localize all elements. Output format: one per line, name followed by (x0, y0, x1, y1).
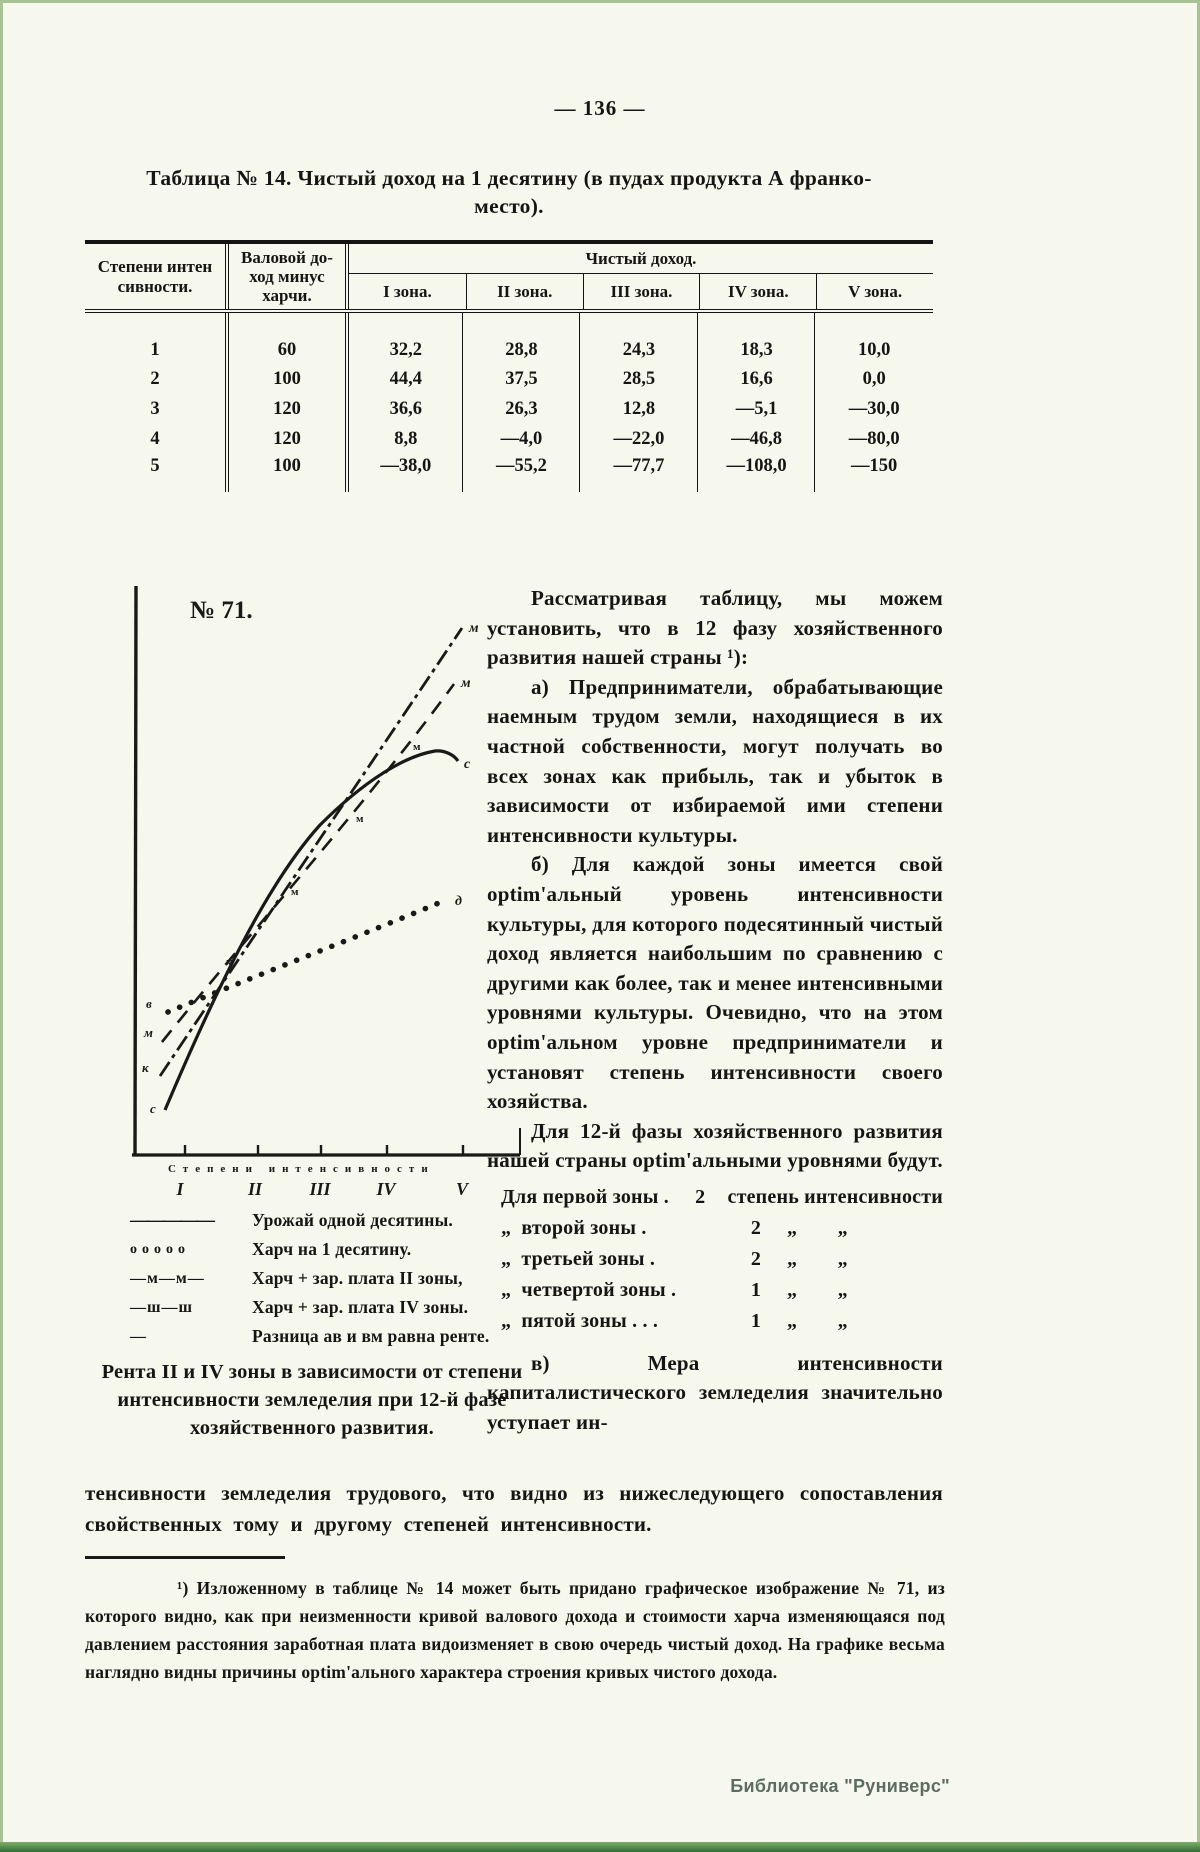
optimum-zone-list: Для первой зоны . 2 степень интенсивност… (501, 1186, 943, 1341)
zone-list-row: „ пятой зоны . . . 1 „ „ (501, 1309, 848, 1332)
x-tick-label: V (456, 1179, 470, 1199)
table-body: 1 60 32,2 28,8 24,3 18,3 10,0 2 100 44,4 37,5 28,5… (85, 313, 933, 492)
footnote-text: ¹) Изложенному в таблице № 14 может быть… (85, 1578, 945, 1682)
paragraph-v: в) Мера интенсивности капиталистического… (487, 1350, 943, 1435)
data-table: Степени интен сивности. Валовой до- ход … (85, 240, 933, 492)
m-mark: м (226, 956, 234, 968)
legend-label: Харч на 1 десятину. (252, 1239, 412, 1259)
header-gross-income-col: Валовой до- ход минус харчи. (225, 244, 345, 309)
legend-label: Харч + зар. плата IV зоны. (252, 1297, 469, 1317)
zone-list-row: „ четвертой зоны . 1 „ „ (501, 1278, 848, 1301)
curve-yield (163, 749, 460, 1111)
figure-number: № 71. (190, 597, 253, 624)
zone-header-row: I зона. II зона. III зона. IV зона. V зо… (349, 274, 933, 309)
legend-symbol-dash-m: —м—м— (130, 1269, 205, 1287)
table-row: 4 120 8,8 —4,0 —22,0 —46,8 —80,0 (85, 424, 933, 454)
zone-header: II зона. (465, 274, 583, 309)
legend-label: Харч + зар. плата II зоны, (252, 1268, 463, 1288)
startpoint-label: м (143, 1025, 153, 1040)
header-net-income-group: Чистый доход. I зона. II зона. III зона.… (345, 244, 933, 309)
table-row: 1 60 32,2 28,8 24,3 18,3 10,0 (85, 313, 933, 364)
endpoint-label: д (455, 894, 462, 909)
x-axis-label: Степени интенсивности (168, 1163, 435, 1175)
rent-chart-svg: м м м м № 71. м м с д в м к с Степени ин… (132, 585, 521, 1199)
header-intensity-col: Степени интен сивности. (97, 256, 213, 296)
figure-caption: Рента II и IV зоны в зависимости от степ… (101, 1361, 523, 1439)
startpoint-label: с (150, 1101, 156, 1116)
table-row: 2 100 44,4 37,5 28,5 16,6 0,0 (85, 364, 933, 394)
endpoint-label: м (460, 676, 471, 691)
table-title-line1: Таблица № 14. Чистый доход на 1 десятину… (146, 166, 872, 190)
zone-list-row: „ третьей зоны . 2 „ „ (501, 1247, 848, 1270)
paragraph-a: а) Предприниматели, обрабатывающие наемн… (487, 674, 943, 847)
paragraph-b: б) Для каждой зоны имеется свой optim'ал… (487, 852, 943, 1114)
legend-item: —м—м— Харч + зар. плата II зоны, (112, 1264, 542, 1293)
library-watermark: Библиотека "Руниверс" (730, 1776, 950, 1796)
curve-cost-wage-zone2 (160, 683, 456, 1043)
x-tick-label: IV (375, 1179, 397, 1199)
m-mark: м (291, 886, 299, 898)
zone-header: III зона. (582, 274, 700, 309)
table-header: Степени интен сивности. Валовой до- ход … (85, 244, 933, 313)
legend-symbol-solid-line: ————— (130, 1209, 215, 1231)
x-tick-label: III (308, 1179, 331, 1199)
y-axis (133, 585, 138, 1156)
scan-bottom-edge (0, 1842, 1200, 1852)
m-mark: м (413, 741, 421, 753)
endpoint-label: м (468, 621, 479, 636)
page-number: — 136 — (554, 96, 646, 120)
table-title-line2: место). (474, 194, 544, 218)
zone-header: I зона. (383, 281, 432, 301)
table-title: Таблица № 14. Чистый доход на 1 десятину… (85, 164, 933, 220)
legend-label: Урожай одной десятины. (252, 1210, 454, 1230)
legend-symbol-dash-sh: —ш—ш (130, 1298, 194, 1316)
endpoint-label: с (464, 757, 471, 772)
legend-symbol-short-dash: — (130, 1327, 147, 1345)
chart-legend: ————— Урожай одной десятины. ооооо Харч … (112, 1206, 542, 1351)
curve-cost (165, 897, 449, 1015)
zone-list-row: Для первой зоны . 2 степень интенсивност… (501, 1185, 943, 1208)
legend-item: —ш—ш Харч + зар. плата IV зоны. (112, 1293, 542, 1322)
zone-header: IV зона. (699, 274, 816, 309)
curve-cost-wage-zone4 (158, 627, 464, 1077)
zone-header: V зона. (816, 274, 933, 309)
figure-71-chart: м м м м № 71. м м с д в м к с Степени ин… (110, 580, 530, 1210)
paragraph-v-continuation: тенсивности земледелия трудового, что ви… (85, 1481, 943, 1536)
table-row: 3 120 36,6 26,3 12,8 —5,1 —30,0 (85, 394, 933, 424)
legend-item: — Разница ав и вм равна ренте. (112, 1322, 542, 1351)
paragraph-intro: Рассматривая таблицу, мы можем установит… (487, 586, 943, 670)
legend-item: ооооо Харч на 1 десятину. (112, 1235, 542, 1264)
x-tick-label: II (247, 1179, 263, 1199)
table-row: 5 100 —38,0 —55,2 —77,7 —108,0 —150 (85, 454, 933, 492)
zone-list-row: „ второй зоны . 2 „ „ (501, 1216, 848, 1239)
legend-item: ————— Урожай одной десятины. (112, 1206, 542, 1235)
x-tick-label: I (175, 1179, 184, 1199)
startpoint-label: в (146, 996, 152, 1011)
legend-label: Разница ав и вм равна ренте. (252, 1326, 490, 1346)
legend-symbol-circles: ооооо (130, 1241, 190, 1257)
footnote-separator (85, 1556, 285, 1559)
paragraph-for12: Для 12-й фазы хозяйственного развития на… (487, 1118, 943, 1173)
startpoint-label: к (142, 1060, 149, 1075)
m-mark: м (356, 813, 364, 825)
right-column: Рассматривая таблицу, мы можем установит… (487, 584, 943, 1438)
net-income-group-label: Чистый доход. (349, 244, 933, 274)
